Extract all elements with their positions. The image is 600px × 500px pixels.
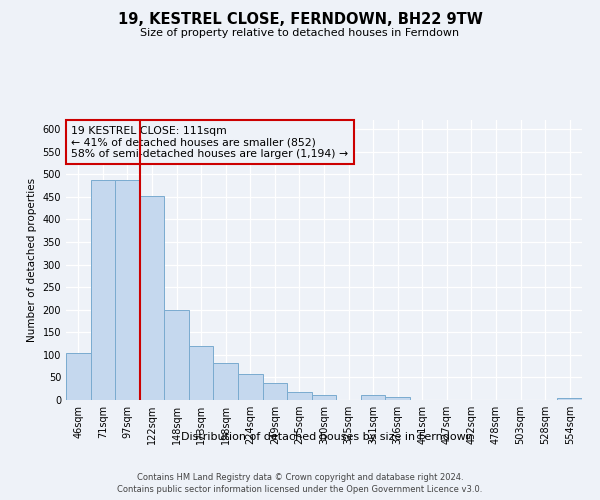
Bar [140,196,164,400]
Bar [287,392,312,400]
Text: Contains public sector information licensed under the Open Government Licence v3: Contains public sector information licen… [118,484,482,494]
Bar [263,384,287,400]
Bar [557,398,582,400]
Bar [361,396,385,400]
Bar [312,396,336,400]
Text: 19 KESTREL CLOSE: 111sqm
← 41% of detached houses are smaller (852)
58% of semi-: 19 KESTREL CLOSE: 111sqm ← 41% of detach… [71,126,348,159]
Bar [91,180,115,400]
Text: Size of property relative to detached houses in Ferndown: Size of property relative to detached ho… [140,28,460,38]
Bar [238,374,263,400]
Text: Contains HM Land Registry data © Crown copyright and database right 2024.: Contains HM Land Registry data © Crown c… [137,473,463,482]
Bar [164,310,189,400]
Bar [214,363,238,400]
Bar [385,397,410,400]
Text: 19, KESTREL CLOSE, FERNDOWN, BH22 9TW: 19, KESTREL CLOSE, FERNDOWN, BH22 9TW [118,12,482,28]
Y-axis label: Number of detached properties: Number of detached properties [27,178,37,342]
Text: Distribution of detached houses by size in Ferndown: Distribution of detached houses by size … [181,432,473,442]
Bar [189,346,214,400]
Bar [115,180,140,400]
Bar [66,352,91,400]
